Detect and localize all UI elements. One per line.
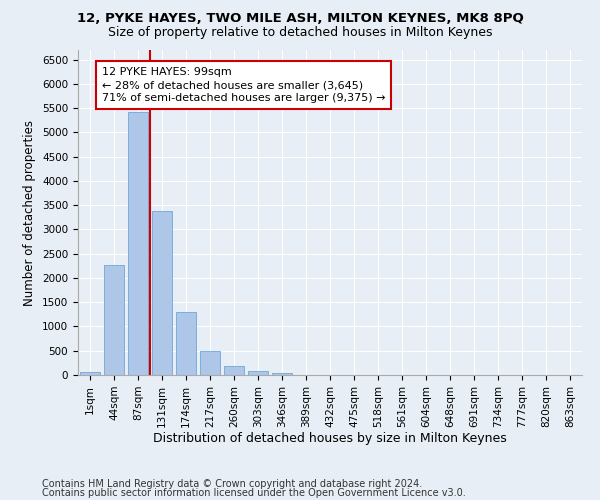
Text: 12 PYKE HAYES: 99sqm
← 28% of detached houses are smaller (3,645)
71% of semi-de: 12 PYKE HAYES: 99sqm ← 28% of detached h… <box>102 67 386 104</box>
Bar <box>152 211 172 375</box>
Bar <box>272 372 292 375</box>
Y-axis label: Number of detached properties: Number of detached properties <box>23 120 37 306</box>
Bar <box>80 372 100 375</box>
X-axis label: Distribution of detached houses by size in Milton Keynes: Distribution of detached houses by size … <box>153 432 507 446</box>
Text: Size of property relative to detached houses in Milton Keynes: Size of property relative to detached ho… <box>108 26 492 39</box>
Text: Contains HM Land Registry data © Crown copyright and database right 2024.: Contains HM Land Registry data © Crown c… <box>42 479 422 489</box>
Bar <box>104 266 124 375</box>
Bar <box>224 366 244 375</box>
Bar <box>128 112 148 375</box>
Bar <box>248 370 268 375</box>
Bar <box>200 351 220 375</box>
Bar <box>176 312 196 375</box>
Text: Contains public sector information licensed under the Open Government Licence v3: Contains public sector information licen… <box>42 488 466 498</box>
Text: 12, PYKE HAYES, TWO MILE ASH, MILTON KEYNES, MK8 8PQ: 12, PYKE HAYES, TWO MILE ASH, MILTON KEY… <box>77 12 523 26</box>
